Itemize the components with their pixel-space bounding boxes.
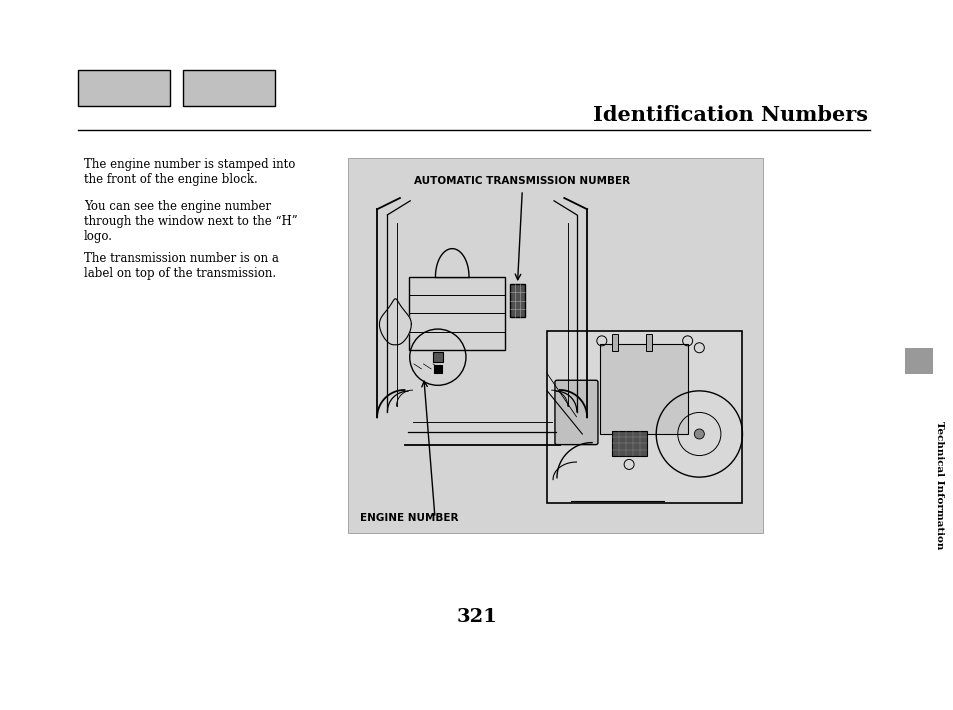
Bar	[183, 70, 274, 106]
Text: The transmission number is on a
label on top of the transmission.: The transmission number is on a label on…	[84, 252, 278, 280]
Polygon shape	[435, 248, 469, 277]
Bar	[612, 334, 618, 351]
Text: ENGINE NUMBER: ENGINE NUMBER	[359, 513, 458, 523]
Bar	[433, 352, 442, 362]
Circle shape	[694, 429, 703, 439]
FancyBboxPatch shape	[555, 381, 598, 444]
Bar	[599, 344, 687, 434]
Bar	[611, 430, 646, 457]
Bar	[409, 277, 504, 350]
Text: Identification Numbers: Identification Numbers	[593, 105, 867, 125]
Bar	[547, 330, 741, 503]
Text: 321: 321	[456, 608, 497, 626]
Bar	[78, 70, 170, 106]
Text: The engine number is stamped into
the front of the engine block.: The engine number is stamped into the fr…	[84, 158, 295, 186]
Text: You can see the engine number
through the window next to the “H”
logo.: You can see the engine number through th…	[84, 200, 297, 243]
Bar	[434, 365, 441, 373]
Bar	[904, 348, 932, 374]
Text: AUTOMATIC TRANSMISSION NUMBER: AUTOMATIC TRANSMISSION NUMBER	[414, 176, 630, 186]
Text: Technical Information: Technical Information	[935, 421, 943, 550]
Bar	[645, 334, 651, 351]
Bar	[348, 158, 762, 533]
Bar	[509, 284, 525, 317]
Polygon shape	[379, 299, 411, 345]
